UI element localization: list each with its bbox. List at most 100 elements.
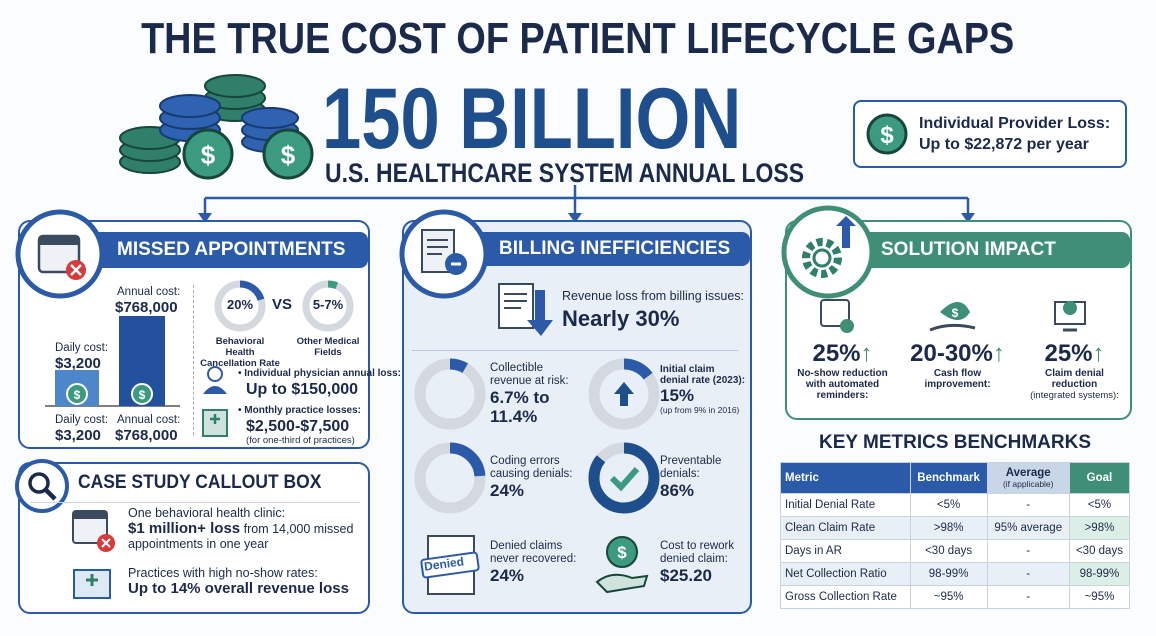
column-header: Goal: [1068, 462, 1131, 494]
stat: Coding errors causing denials: 24%: [490, 455, 582, 500]
item-icons: [202, 366, 228, 437]
table-cell: 95% average: [986, 516, 1070, 540]
vs: VS: [272, 296, 293, 313]
svg-text:$: $: [201, 140, 216, 170]
solution-banner: SOLUTION IMPACT: [855, 232, 1130, 268]
stat-value: 24%: [490, 481, 525, 500]
case-label: One behavioral health clinic:: [128, 506, 286, 520]
svg-text:$: $: [617, 543, 627, 562]
comparison-label: Behavioral Health Cancellation Rate: [200, 336, 280, 369]
stat-label: Initial claim denial rate (2023):: [660, 364, 746, 386]
comparison-label: Other Medical Fields: [296, 336, 360, 358]
table-cell: <30 days: [1068, 539, 1131, 563]
table-body: Initial Denial Rate <5% - <5% Clean Claim Ra…: [780, 493, 1131, 609]
bar-top-value: $3,200: [55, 355, 101, 372]
stat-value: 15%: [660, 386, 695, 405]
stat-label: Cost to rework denied claim:: [660, 540, 735, 565]
stat: Collectible revenue at risk: 6.7% to 11.4…: [490, 362, 582, 426]
table-row: Gross Collection Rate ~95% - ~95%: [780, 585, 1131, 609]
subheadline-wrap: U.S. HEALTHCARE SYSTEM ANNUAL LOSS: [325, 158, 889, 188]
missed-banner: MISSED APPOINTMENTS: [95, 232, 368, 268]
svg-text:$: $: [139, 388, 146, 402]
table-cell: ~95%: [1068, 585, 1131, 609]
solution-label: Claim denial reduction: [1045, 368, 1104, 390]
case-item: Practices with high no-show rates: Up to …: [128, 566, 360, 597]
item-note: (for one-third of practices): [246, 435, 355, 446]
solution-value-text: 25%: [812, 340, 861, 367]
table-cell: -: [986, 562, 1070, 586]
cost-bars: $ $: [45, 316, 180, 407]
column-note: (if applicable): [1002, 479, 1054, 489]
bar-top-label: Annual cost:: [117, 286, 181, 298]
column-title: Benchmark: [917, 472, 980, 484]
callout-line: Individual Provider Loss:: [919, 115, 1111, 132]
bar-bottom-label: Annual cost:: [117, 414, 181, 426]
stat-label: Preventable denials:: [660, 455, 722, 480]
billing-banner: BILLING INEFFICIENCIES: [455, 232, 750, 266]
bar-top-value: $768,000: [115, 299, 178, 316]
section-title: CASE STUDY CALLOUT BOX: [78, 472, 322, 493]
item-value: $2,500-$7,500: [246, 418, 350, 435]
case-bold: Up to 14% overall revenue loss: [128, 580, 349, 597]
solution-value: 20-30%↑: [910, 340, 1005, 367]
documents-icon: [399, 209, 489, 299]
item-value: Up to $150,000: [246, 381, 359, 398]
solution-value-text: 20-30%: [910, 340, 993, 367]
solution-icons: $: [820, 299, 1086, 333]
case-icons: [72, 510, 115, 599]
comparison-donuts: [214, 280, 354, 332]
stat-label: Collectible revenue at risk:: [490, 362, 569, 387]
subheadline: U.S. HEALTHCARE SYSTEM ANNUAL LOSS: [325, 158, 805, 188]
stat-label: Coding errors causing denials:: [490, 455, 573, 480]
table-cell: <30 days: [909, 539, 988, 563]
stat-value: 24%: [490, 566, 525, 585]
table-cell: 98-99%: [1068, 562, 1131, 586]
summary-label: Revenue loss from billing issues:: [562, 289, 745, 303]
calendar-icon: [15, 209, 105, 299]
item-label: • Monthly practice losses:: [238, 405, 361, 416]
separator: [30, 502, 360, 503]
stat-note: (up from 9% in 2016): [660, 405, 740, 415]
table-cell: <5%: [909, 493, 988, 517]
item-label-text: Monthly practice losses:: [244, 405, 361, 416]
headline: 150 BILLION: [322, 71, 742, 167]
case-label: Practices with high no-show rates:: [128, 566, 318, 580]
table-cell: Gross Collection Rate: [780, 585, 911, 609]
bar-top-label: Daily cost:: [55, 342, 109, 354]
table-cell: 98-99%: [909, 562, 988, 586]
gear-icon: [781, 205, 875, 299]
callout-box: $ Individual Provider Loss: Up to $22,87…: [853, 100, 1127, 168]
billing-graphics: $: [414, 358, 660, 595]
revenue-icon: [498, 283, 553, 336]
svg-text:$: $: [74, 388, 81, 402]
svg-text:$: $: [880, 122, 894, 149]
comparison-value: 5-7%: [312, 297, 344, 312]
table-row: Net Collection Ratio 98-99% -98-99%: [780, 562, 1131, 586]
stat: Denied claims never recovered: 24%: [490, 540, 582, 585]
connector-arrows: [198, 185, 975, 223]
title: THE TRUE COST OF PATIENT LIFECYCLE GAPS: [141, 14, 1015, 63]
stat: Cost to rework denied claim: $25.20: [660, 540, 746, 585]
bar-bottom-value: $768,000: [115, 427, 178, 444]
solution-label: No-show reduction with automated reminde…: [797, 368, 888, 401]
stat-value: $25.20: [660, 566, 712, 585]
summary-value: Nearly 30%: [562, 306, 680, 331]
table-cell: Clean Claim Rate: [780, 516, 911, 540]
table-cell: >98%: [909, 516, 988, 540]
stat-value: 86%: [660, 481, 695, 500]
solution-note: (integrated systems):: [1030, 390, 1119, 401]
case-rest: from 14,000 missed appointments in one y…: [128, 522, 354, 551]
headline-wrap: 150 BILLION: [322, 74, 833, 164]
table-cell: ~95%: [909, 585, 988, 609]
table-cell: Initial Denial Rate: [780, 493, 911, 517]
magnifier-icon: [15, 459, 69, 513]
solution-value-text: 25%: [1044, 340, 1093, 367]
solution-item: 25%↑ Claim denial reduction (integrated sy…: [1022, 340, 1127, 401]
item-label: • Individual physician annual loss:: [238, 368, 401, 379]
column-title: Metric: [785, 472, 819, 484]
title-wrap: THE TRUE COST OF PATIENT LIFECYCLE GAPS: [0, 14, 1156, 64]
stat: Initial claim denial rate (2023): 15% (up …: [660, 364, 746, 415]
bar-bottom-label: Daily cost:: [55, 414, 109, 426]
